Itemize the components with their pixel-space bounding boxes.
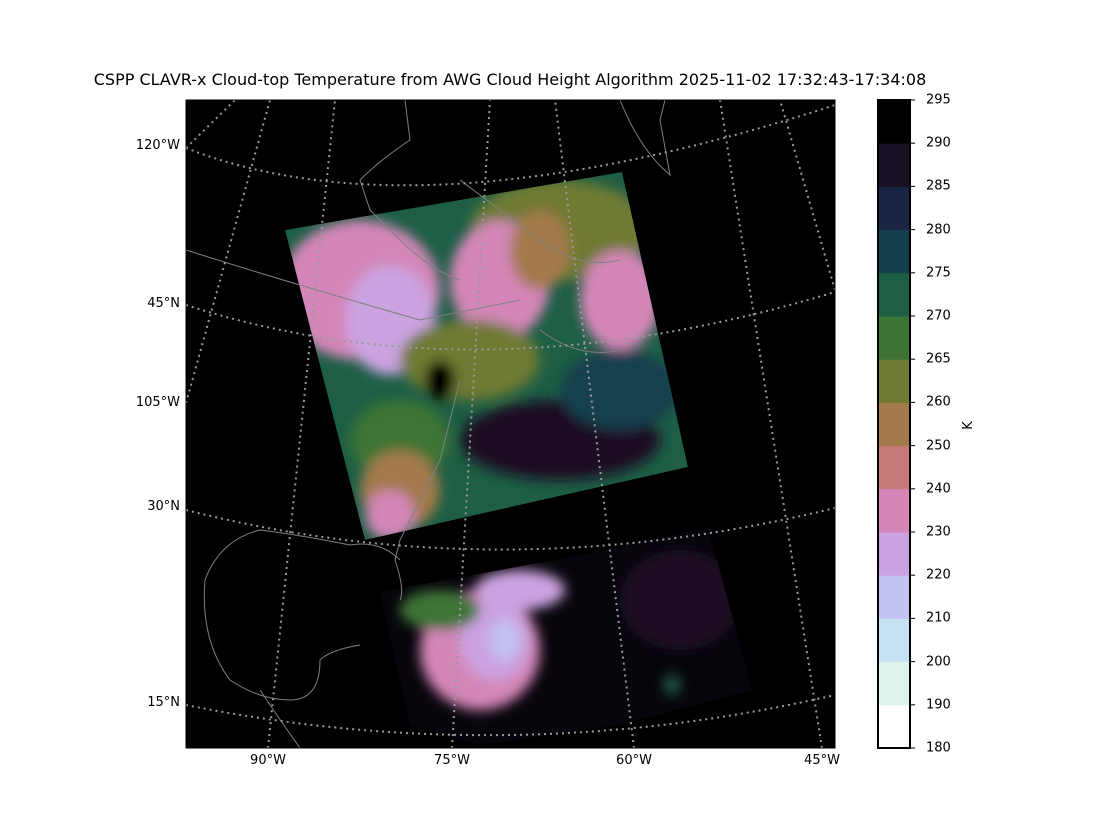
chart-title: CSPP CLAVR-x Cloud-top Temperature from … <box>93 70 927 89</box>
colorbar-segment <box>878 143 910 187</box>
colorbar-tick-label: 275 <box>926 265 951 281</box>
bottom-label: 75°W <box>434 753 470 768</box>
colorbar-label: K <box>960 421 976 430</box>
left-label: 15°N <box>147 695 180 710</box>
colorbar-segment <box>878 359 910 403</box>
colorbar-tick-label: 280 <box>926 222 951 238</box>
bottom-label: 45°W <box>804 753 840 768</box>
colorbar-segment <box>878 488 910 533</box>
colorbar-tick-label: 200 <box>926 654 951 670</box>
satellite-swath-south <box>380 527 752 745</box>
left-label: 120°W <box>135 138 180 153</box>
coastlines <box>186 100 671 748</box>
colorbar-tick-label: 230 <box>926 524 951 540</box>
bottom-label: 90°W <box>250 753 286 768</box>
left-label: 105°W <box>135 395 180 410</box>
colorbar-tick-label: 250 <box>926 438 951 454</box>
colorbar-tick-label: 210 <box>926 610 951 626</box>
colorbar-tick-label: 295 <box>926 92 951 108</box>
colorbar-segment <box>878 229 910 274</box>
colorbar-segment <box>878 402 910 447</box>
map-frame <box>185 99 836 749</box>
colorbar-segment <box>878 618 910 663</box>
colorbar-tick-label: 190 <box>926 697 951 713</box>
left-label: 30°N <box>147 499 180 514</box>
colorbar-tick-label: 240 <box>926 481 951 497</box>
bottom-label: 60°W <box>616 753 652 768</box>
satellite-swath-north <box>285 172 688 540</box>
colorbar-segment <box>878 532 910 576</box>
colorbar-segment <box>878 704 910 749</box>
colorbar-segment <box>878 316 910 360</box>
left-label: 45°N <box>147 296 180 311</box>
colorbar-segment <box>878 272 910 317</box>
colorbar-segment <box>878 186 910 231</box>
colorbar-tick-label: 180 <box>926 740 951 756</box>
colorbar-tick-label: 265 <box>926 351 951 367</box>
colorbar-segment <box>878 575 910 619</box>
colorbar-tick-label: 270 <box>926 308 951 324</box>
colorbar-segment <box>878 445 910 490</box>
colorbar-segment <box>878 100 910 144</box>
colorbar-tick-label: 260 <box>926 394 951 410</box>
colorbar-tick-label: 290 <box>926 135 951 151</box>
colorbar <box>877 99 915 749</box>
colorbar-segment <box>878 661 910 706</box>
graticule <box>186 100 835 748</box>
colorbar-tick-label: 220 <box>926 567 951 583</box>
colorbar-frame <box>877 99 911 749</box>
colorbar-tick-label: 285 <box>926 178 951 194</box>
